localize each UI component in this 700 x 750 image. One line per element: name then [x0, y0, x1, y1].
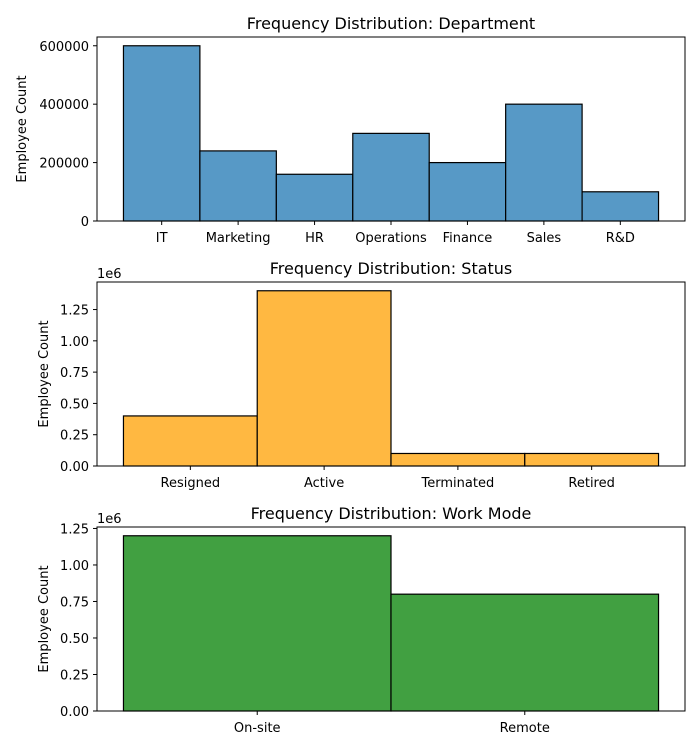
- chart-title-2: Frequency Distribution: Work Mode: [251, 504, 532, 523]
- x-tick-label-0-2: HR: [305, 231, 324, 246]
- x-tick-label-0-3: Operations: [355, 231, 427, 246]
- bar-0-3: [352, 132, 430, 222]
- x-tick-label-0-4: Finance: [443, 231, 493, 246]
- y-tick-label-2-0: 0.00: [60, 705, 89, 720]
- y-tick-label-0-1: 200000: [39, 157, 89, 172]
- x-tick-label-0-6: R&D: [606, 231, 635, 246]
- x-tick-label-1-1: Active: [304, 476, 344, 491]
- y-tick-label-1-0: 0.00: [60, 460, 89, 475]
- y-tick-label-1-2: 0.50: [60, 397, 89, 412]
- axes-frame-1: [96, 281, 686, 467]
- axes-frame-2: [96, 526, 686, 712]
- y-offset-label-2: 1e6: [97, 512, 122, 527]
- y-tick-label-0-0: 0: [81, 215, 89, 230]
- bar-0-1: [199, 150, 277, 222]
- x-tick-label-1-0: Resigned: [161, 476, 221, 491]
- bar-1-2: [390, 452, 526, 467]
- y-axis-label-0: Employee Count: [15, 75, 30, 182]
- y-tick-label-2-1: 0.25: [60, 668, 89, 683]
- chart-title-0: Frequency Distribution: Department: [247, 14, 535, 33]
- bar-1-0: [122, 415, 258, 467]
- x-tick-label-0-0: IT: [156, 231, 168, 246]
- bar-1-3: [524, 452, 660, 467]
- y-tick-label-1-1: 0.25: [60, 429, 89, 444]
- bar-0-0: [122, 45, 201, 222]
- y-tick-label-2-5: 1.25: [60, 522, 89, 537]
- y-tick-label-0-3: 600000: [39, 40, 89, 55]
- bar-0-2: [275, 173, 354, 222]
- bar-2-0: [122, 535, 392, 712]
- y-tick-label-1-3: 0.75: [60, 366, 89, 381]
- y-tick-label-2-4: 1.00: [60, 559, 89, 574]
- bar-2-1: [390, 593, 660, 712]
- y-offset-label-1: 1e6: [97, 267, 122, 282]
- bar-0-5: [505, 103, 583, 222]
- y-tick-label-2-2: 0.50: [60, 632, 89, 647]
- x-tick-label-2-0: On-site: [234, 721, 281, 736]
- y-axis-label-2: Employee Count: [37, 565, 52, 672]
- bar-1-1: [256, 290, 392, 467]
- y-axis-label-1: Employee Count: [37, 320, 52, 427]
- bar-0-4: [428, 161, 507, 222]
- y-tick-label-0-2: 400000: [39, 98, 89, 113]
- y-tick-label-1-4: 1.00: [60, 335, 89, 350]
- chart-title-1: Frequency Distribution: Status: [270, 259, 513, 278]
- x-tick-label-0-1: Marketing: [206, 231, 271, 246]
- y-tick-label-2-3: 0.75: [60, 595, 89, 610]
- y-tick-label-1-5: 1.25: [60, 304, 89, 319]
- x-tick-label-0-5: Sales: [527, 231, 562, 246]
- bar-0-6: [581, 191, 660, 222]
- x-tick-label-2-1: Remote: [500, 721, 550, 736]
- x-tick-label-1-3: Retired: [568, 476, 614, 491]
- x-tick-label-1-2: Terminated: [421, 476, 495, 491]
